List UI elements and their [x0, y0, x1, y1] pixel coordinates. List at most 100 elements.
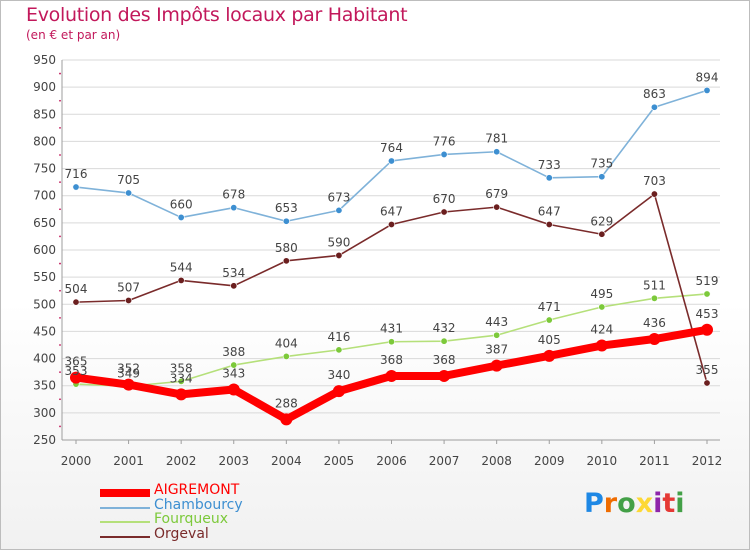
- minor-tick: [59, 181, 61, 184]
- data-label-chambourcy: 716: [65, 167, 88, 181]
- x-tick-label: 2012: [692, 454, 723, 468]
- data-point-chambourcy: [650, 103, 658, 111]
- data-point-chambourcy: [230, 204, 238, 212]
- y-tick-label: 600: [33, 243, 56, 257]
- data-point-aigremont: [490, 359, 503, 372]
- minor-tick: [59, 126, 61, 129]
- data-point-orgeval: [650, 190, 658, 198]
- data-point-orgeval: [282, 257, 290, 265]
- data-label-orgeval: 629: [590, 214, 613, 228]
- data-point-aigremont: [175, 388, 188, 401]
- logo-letter: P: [584, 488, 604, 519]
- data-label-chambourcy: 678: [222, 188, 245, 202]
- y-tick-label: 250: [33, 433, 56, 447]
- legend-label-orgeval: Orgeval: [154, 526, 209, 542]
- data-point-fourqueux: [177, 377, 185, 385]
- logo-letter: t: [662, 488, 676, 519]
- logo-letter: r: [603, 488, 618, 519]
- data-point-fourqueux: [440, 337, 448, 345]
- data-label-fourqueux: 471: [538, 300, 561, 314]
- x-tick-label: 2008: [481, 454, 512, 468]
- data-point-fourqueux: [703, 290, 711, 298]
- minor-tick: [59, 344, 61, 346]
- data-point-aigremont: [648, 333, 661, 346]
- data-label-orgeval: 504: [65, 282, 88, 296]
- y-tick-label: 450: [33, 324, 56, 338]
- data-point-orgeval: [598, 230, 606, 238]
- y-tick-label: 950: [33, 53, 56, 67]
- minor-tick: [59, 262, 61, 265]
- y-tick-label: 550: [33, 270, 56, 284]
- data-label-orgeval: 703: [643, 174, 666, 188]
- data-point-chambourcy: [545, 174, 553, 182]
- data-point-orgeval: [387, 220, 395, 228]
- data-label-fourqueux: 388: [222, 345, 245, 359]
- data-point-chambourcy: [282, 217, 290, 225]
- data-point-orgeval: [72, 298, 80, 306]
- data-label-aigremont: 405: [538, 333, 561, 347]
- logo-letter: i: [653, 488, 663, 519]
- data-point-orgeval: [177, 276, 185, 284]
- data-point-chambourcy: [72, 183, 80, 191]
- x-tick-label: 2002: [166, 454, 197, 468]
- data-label-fourqueux: 443: [485, 315, 508, 329]
- data-point-aigremont: [122, 378, 135, 391]
- data-label-chambourcy: 735: [590, 157, 613, 171]
- x-tick-label: 2003: [218, 454, 249, 468]
- data-label-orgeval: 647: [380, 204, 403, 218]
- data-label-aigremont: 368: [433, 353, 456, 367]
- data-point-chambourcy: [335, 206, 343, 214]
- minor-tick: [59, 398, 61, 401]
- legend-swatch-orgeval: [100, 536, 150, 538]
- minor-tick: [59, 72, 61, 75]
- data-label-chambourcy: 673: [327, 190, 350, 204]
- data-point-aigremont: [438, 369, 451, 382]
- data-point-orgeval: [440, 208, 448, 216]
- y-tick-label: 500: [33, 297, 56, 311]
- data-point-fourqueux: [387, 338, 395, 346]
- data-point-aigremont: [227, 383, 240, 396]
- data-label-orgeval: 590: [327, 235, 350, 249]
- legend-label-chambourcy: Chambourcy: [154, 497, 243, 513]
- y-tick-label: 300: [33, 406, 56, 420]
- data-point-aigremont: [595, 339, 608, 352]
- minor-tick: [59, 425, 61, 428]
- data-label-fourqueux: 353: [65, 364, 88, 378]
- data-point-fourqueux: [545, 316, 553, 324]
- logo-letter: i: [675, 488, 685, 519]
- data-point-aigremont: [332, 385, 345, 398]
- minor-tick: [59, 316, 61, 319]
- data-label-chambourcy: 653: [275, 201, 298, 215]
- logo-letter: o: [617, 488, 636, 519]
- data-point-orgeval: [545, 220, 553, 228]
- y-tick-label: 350: [33, 379, 56, 393]
- data-label-aigremont: 343: [222, 367, 245, 381]
- data-label-aigremont: 340: [327, 368, 350, 382]
- y-tick-label: 900: [33, 80, 56, 94]
- chart-subtitle: (en € et par an): [26, 28, 121, 42]
- data-point-fourqueux: [650, 294, 658, 302]
- data-label-aigremont: 334: [170, 371, 193, 385]
- data-label-aigremont: 387: [485, 343, 508, 357]
- x-tick-label: 2009: [534, 454, 565, 468]
- data-point-chambourcy: [177, 213, 185, 221]
- data-point-chambourcy: [598, 173, 606, 181]
- x-tick-label: 2004: [271, 454, 302, 468]
- x-tick-label: 2006: [376, 454, 407, 468]
- data-point-chambourcy: [703, 86, 711, 94]
- data-label-chambourcy: 764: [380, 141, 403, 155]
- data-point-chambourcy: [125, 189, 133, 197]
- data-label-aigremont: 365: [65, 355, 88, 369]
- data-label-fourqueux: 349: [117, 366, 140, 380]
- x-tick-label: 2000: [61, 454, 92, 468]
- logo-letter: x: [635, 488, 654, 519]
- data-label-orgeval: 507: [117, 280, 140, 294]
- data-point-orgeval: [703, 379, 711, 387]
- data-point-orgeval: [230, 282, 238, 290]
- data-label-chambourcy: 733: [538, 158, 561, 172]
- data-label-orgeval: 670: [433, 192, 456, 206]
- data-label-chambourcy: 705: [117, 173, 140, 187]
- data-label-fourqueux: 416: [327, 330, 350, 344]
- data-point-aigremont: [280, 413, 293, 426]
- x-tick-label: 2007: [429, 454, 460, 468]
